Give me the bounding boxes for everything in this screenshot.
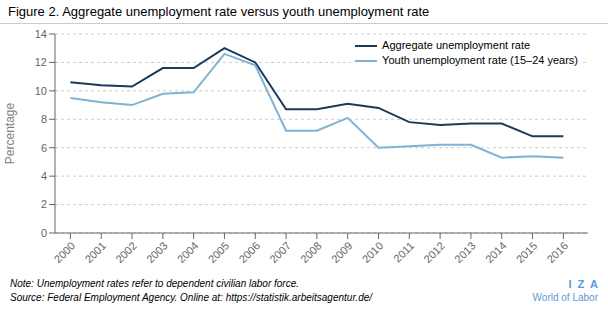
svg-text:2006: 2006 <box>236 239 262 265</box>
svg-text:2012: 2012 <box>421 239 447 265</box>
svg-text:2013: 2013 <box>452 239 478 265</box>
html-text:Note: Unemployment rates refer: Note: Unemployment rates refer to depend… <box>10 278 299 289</box>
svg-text:2005: 2005 <box>206 239 232 265</box>
svg-text:4: 4 <box>41 170 47 182</box>
svg-text:0: 0 <box>41 227 47 239</box>
svg-text:2011: 2011 <box>391 239 416 264</box>
html-text:Aggregate unemployment rate: Aggregate unemployment rate <box>382 39 531 51</box>
svg-text:2004: 2004 <box>175 239 201 265</box>
svg-text:2001: 2001 <box>82 239 108 265</box>
svg-text:2014: 2014 <box>483 239 509 265</box>
svg-text:14: 14 <box>35 28 47 40</box>
svg-text:6: 6 <box>41 142 47 154</box>
svg-text:2010: 2010 <box>360 239 386 265</box>
html-text:World of Labor: World of Labor <box>532 292 598 303</box>
svg-text:2016: 2016 <box>544 239 570 265</box>
svg-text:12: 12 <box>35 56 47 68</box>
html-text:Source: Federal Employment Age: Source: Federal Employment Agency. Onlin… <box>10 292 372 303</box>
svg-text:8: 8 <box>41 113 47 125</box>
svg-text:2009: 2009 <box>329 239 355 265</box>
svg-text:2: 2 <box>41 198 47 210</box>
svg-text:2002: 2002 <box>113 239 139 265</box>
svg-text:2003: 2003 <box>144 239 170 265</box>
html-text:Youth unemployment rate (15–24: Youth unemployment rate (15–24 years) <box>382 54 578 66</box>
html-text:I Z A: I Z A <box>568 278 598 290</box>
svg-text:2015: 2015 <box>514 239 540 265</box>
svg-text:2000: 2000 <box>52 239 78 265</box>
svg-text:2008: 2008 <box>298 239 324 265</box>
svg-text:Percentage: Percentage <box>8 102 17 164</box>
svg-text:2007: 2007 <box>267 239 293 265</box>
svg-text:10: 10 <box>35 85 47 97</box>
html-text:Figure 2. Aggregate unemployme: Figure 2. Aggregate unemployment rate ve… <box>8 4 430 19</box>
